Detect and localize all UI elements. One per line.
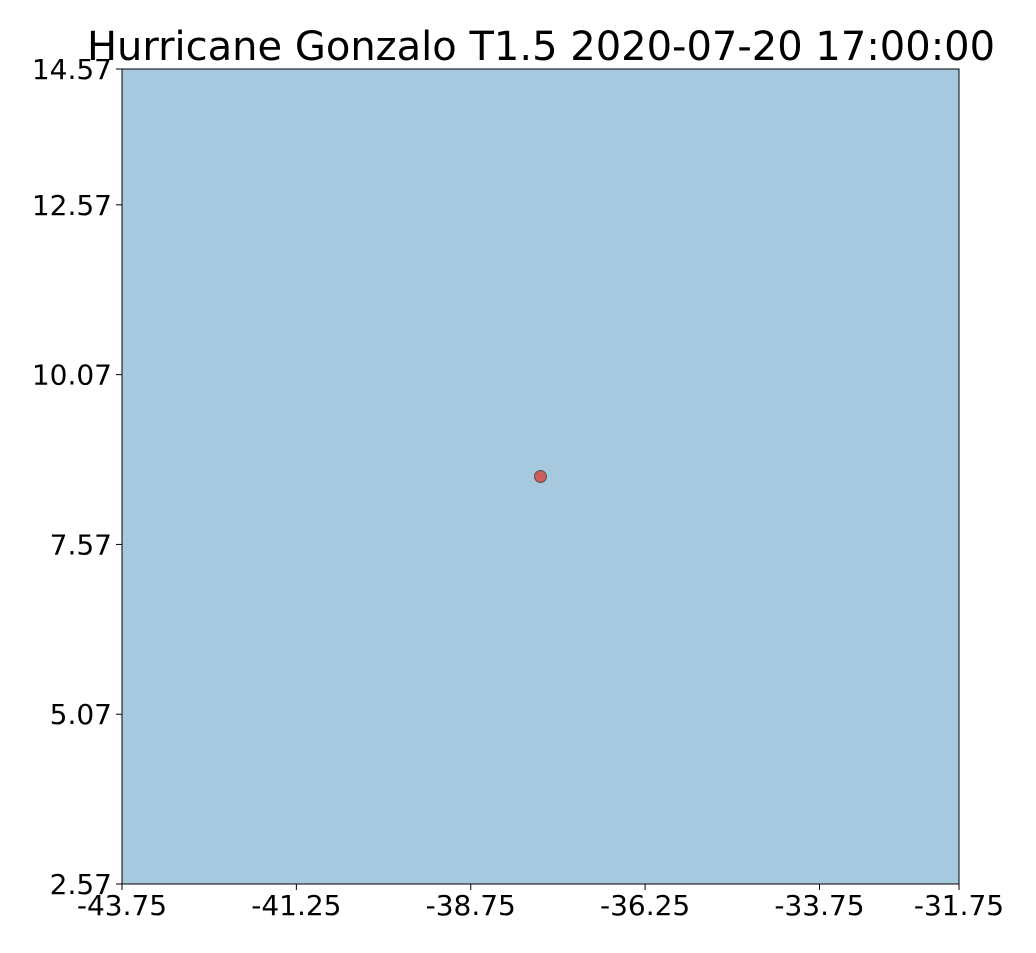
y-tick-label: 7.57 (50, 528, 112, 561)
y-tick-label: 5.07 (50, 698, 112, 731)
x-tick-label: -36.25 (600, 889, 690, 922)
x-axis: -43.75 -41.25 -38.75 -36.25 -33.75 -31.75 (77, 884, 1004, 922)
x-tick-label: -43.75 (77, 889, 167, 922)
y-tick-label: 2.57 (50, 868, 112, 901)
x-tick-label: -41.25 (251, 889, 341, 922)
x-tick-label: -31.75 (914, 889, 1004, 922)
y-tick-label: 12.57 (32, 189, 112, 222)
y-tick-label: 10.07 (32, 359, 112, 392)
storm-positions (534, 470, 547, 483)
chart-title: Hurricane Gonzalo T1.5 2020-07-20 17:00:… (87, 24, 995, 70)
x-tick-label: -38.75 (426, 889, 516, 922)
y-axis: 2.57 5.07 7.57 10.07 12.57 14.57 (32, 53, 122, 901)
x-tick-label: -33.75 (774, 889, 864, 922)
storm-position-marker (534, 470, 547, 483)
y-tick-label: 14.57 (32, 53, 112, 86)
